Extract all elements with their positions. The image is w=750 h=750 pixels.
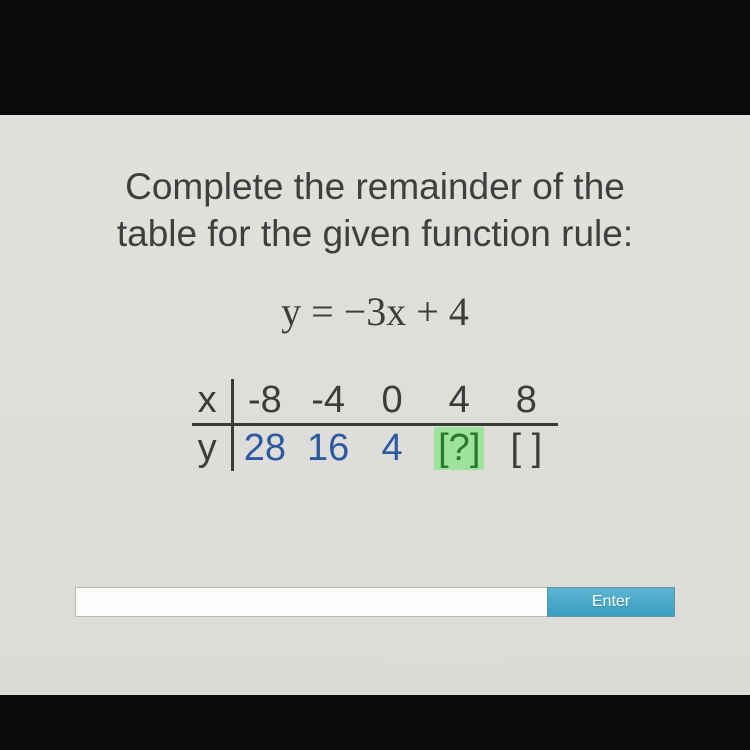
y-cell-active[interactable]: [?] [424,425,494,471]
prompt-line-1: Complete the remainder of the [125,166,625,207]
letterbox-bottom [0,695,750,750]
answer-input[interactable] [75,587,547,617]
y-cell-known: 16 [296,425,360,471]
y-cell-blank[interactable]: [ ] [494,425,558,471]
y-cell-known: 28 [232,425,296,471]
enter-button-label: Enter [592,593,630,611]
row-label-y: y [192,425,233,471]
y-cell-known: 4 [360,425,424,471]
enter-button[interactable]: Enter [547,587,675,617]
x-cell: -4 [296,379,360,425]
table-row-y: y 28 16 4 [?] [ ] [192,425,559,471]
blank-placeholder: [ ] [511,427,543,469]
row-label-x: x [192,379,233,425]
content-area: Complete the remainder of the table for … [0,115,750,695]
answer-placeholder: [?] [434,427,484,470]
prompt-text: Complete the remainder of the table for … [117,163,633,258]
table-row-x: x -8 -4 0 4 8 [192,379,559,425]
letterbox-top [0,0,750,115]
prompt-line-2: table for the given function rule: [117,213,633,254]
equation: y = −3x + 4 [281,288,469,335]
x-cell: 8 [494,379,558,425]
x-cell: 4 [424,379,494,425]
function-table: x -8 -4 0 4 8 y 28 16 4 [?] [ ] [192,379,559,471]
x-cell: 0 [360,379,424,425]
x-cell: -8 [232,379,296,425]
answer-input-row: Enter [75,587,675,617]
